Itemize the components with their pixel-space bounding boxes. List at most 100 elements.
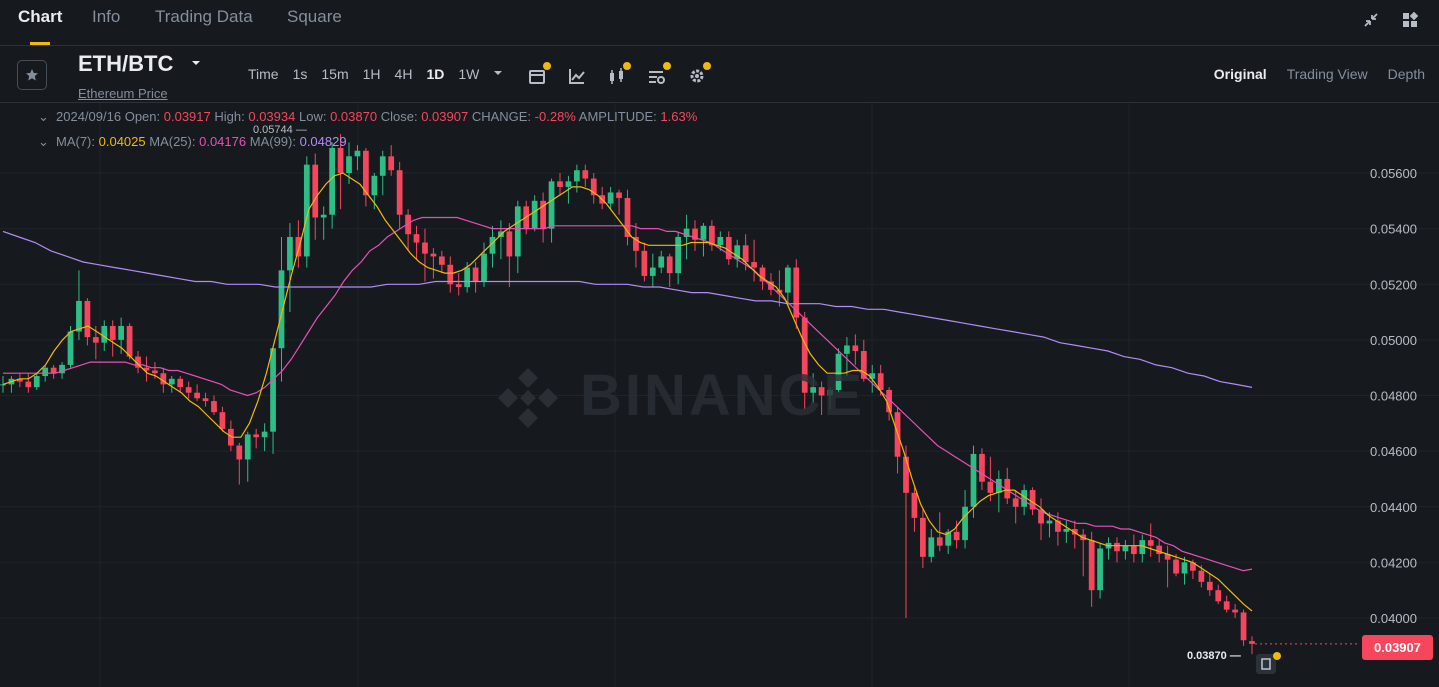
template-tool[interactable] (646, 62, 671, 87)
candle-body (312, 164, 319, 218)
collapse-icon[interactable] (1361, 10, 1381, 30)
candle-body (970, 453, 977, 507)
interval-time[interactable]: Time (248, 66, 279, 82)
candle-body (675, 236, 682, 274)
chart-toolbar: ETH/BTC Ethereum Price Time 1s 15m 1H 4H… (0, 47, 1439, 103)
tab-trading-data[interactable]: Trading Data (155, 7, 253, 26)
candle-body (481, 253, 487, 282)
collapse-chevron-icon[interactable]: ⌄ (38, 109, 49, 124)
candle-body (700, 225, 707, 240)
candle-body (388, 156, 395, 171)
candle-body (50, 367, 57, 374)
candle-body (371, 175, 378, 196)
view-trading-view[interactable]: Trading View (1286, 66, 1368, 82)
candle-body (202, 398, 209, 402)
candle-body (59, 364, 65, 374)
candle-body (177, 378, 184, 388)
interval-1h[interactable]: 1H (362, 66, 381, 82)
interval-15m[interactable]: 15m (321, 66, 349, 82)
candle-body (835, 353, 842, 390)
min-price-marker: 0.03870 — (1187, 650, 1241, 662)
candle-body (194, 392, 200, 399)
candle-body (278, 270, 285, 349)
candle-body (185, 387, 192, 393)
notes-icon[interactable] (1255, 652, 1281, 676)
candle-body (1097, 548, 1103, 591)
view-original[interactable]: Original (1213, 66, 1267, 82)
candle-body (430, 253, 437, 257)
candle-body (143, 367, 150, 371)
candle-body (67, 331, 74, 365)
interval-4h[interactable]: 4H (394, 66, 413, 82)
candle-body (1206, 581, 1213, 591)
tab-chart[interactable]: Chart (18, 7, 63, 26)
candle-body (548, 181, 555, 229)
candle-body (844, 345, 850, 354)
tab-info[interactable]: Info (92, 7, 121, 26)
candle-body (759, 267, 766, 282)
candle-body (979, 453, 985, 482)
calendar-tool[interactable] (526, 62, 551, 87)
interval-1w[interactable]: 1W (458, 66, 480, 82)
candlestick-icon (610, 68, 623, 84)
candle-body (1122, 545, 1129, 552)
candle-body (590, 178, 597, 196)
legend-amplitude: 1.63% (660, 109, 698, 124)
candle-body (422, 242, 428, 254)
interval-1s[interactable]: 1s (292, 66, 308, 82)
legend-ma25: 0.04176 (199, 134, 247, 149)
candle-body (455, 284, 462, 288)
candle-body (152, 370, 158, 374)
candle-body (506, 231, 513, 257)
candle-body (793, 267, 800, 318)
candle-body (624, 198, 631, 237)
candle-body (227, 428, 234, 446)
candle-body (295, 236, 302, 257)
pair-subtitle-link[interactable]: Ethereum Price (78, 86, 168, 101)
candle-body (995, 478, 1002, 493)
candle-body (1240, 612, 1247, 641)
candle-body (379, 156, 386, 176)
legend-change: -0.28% (534, 109, 576, 124)
y-tick-label: 0.05200 (1370, 277, 1417, 292)
candle-body (920, 517, 926, 557)
collapse-chevron-icon[interactable]: ⌄ (38, 134, 49, 149)
y-tick-label: 0.04200 (1370, 555, 1417, 570)
candle-body (818, 387, 825, 396)
gear-icon (690, 69, 704, 83)
candle-body (709, 225, 715, 246)
candle-body (987, 481, 994, 493)
candle-body (751, 262, 757, 268)
binance-diamond-icon (498, 368, 558, 428)
interval-more-icon[interactable] (493, 66, 503, 80)
candle-body (616, 192, 622, 199)
candle-body (1130, 545, 1137, 555)
candle-body (126, 325, 133, 357)
tab-square[interactable]: Square (287, 7, 342, 26)
favorite-button[interactable] (17, 60, 47, 90)
candle-body (641, 250, 648, 276)
settings-tool[interactable] (686, 62, 711, 87)
legend-ma99: 0.04829 (299, 134, 347, 149)
ma25-line (3, 216, 1253, 572)
candle-body (92, 337, 99, 343)
candlestick-chart[interactable]: 0.05600 0.05400 0.05200 0.05000 0.04800 0.046… (0, 103, 1439, 687)
pair-title[interactable]: ETH/BTC (78, 51, 174, 76)
candle-body (1004, 478, 1011, 499)
candle-body (396, 170, 403, 215)
candle-type-tool[interactable] (606, 62, 631, 87)
interval-1d[interactable]: 1D (426, 66, 445, 82)
caret-down-icon[interactable] (191, 59, 201, 67)
candle-body (25, 381, 32, 388)
candle-body (354, 150, 361, 157)
candle-body (1173, 559, 1179, 574)
y-tick-label: 0.04800 (1370, 389, 1417, 404)
view-depth[interactable]: Depth (1387, 66, 1425, 82)
candle-body (17, 378, 23, 382)
ohlc-legend: ⌄ 2024/09/16 Open: 0.03917 High: 0.03934 … (38, 109, 698, 124)
candle-body (557, 181, 563, 187)
candle-body (1088, 540, 1095, 591)
candle-body (160, 373, 167, 385)
layout-grid-icon[interactable] (1400, 10, 1420, 30)
indicator-tool[interactable] (566, 65, 588, 87)
